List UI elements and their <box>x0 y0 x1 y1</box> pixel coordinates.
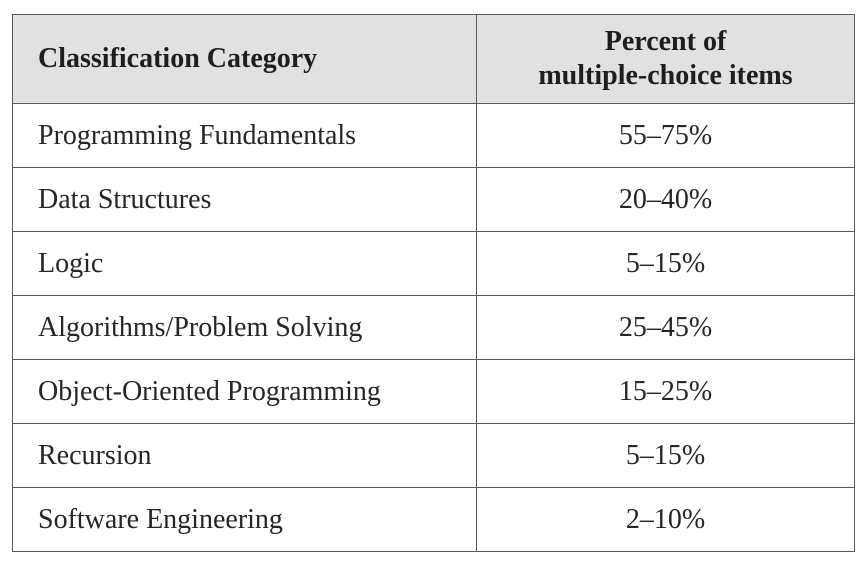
percent-cell: 25–45% <box>476 295 855 360</box>
table-row: Data Structures 20–40% <box>12 167 855 232</box>
table-row: Programming Fundamentals 55–75% <box>12 103 855 168</box>
category-cell: Object-Oriented Programming <box>12 359 477 424</box>
category-cell: Programming Fundamentals <box>12 103 477 168</box>
category-cell: Algorithms/Problem Solving <box>12 295 477 360</box>
header-percent-line2: multiple-choice items <box>538 60 793 91</box>
category-cell: Recursion <box>12 423 477 488</box>
category-cell: Data Structures <box>12 167 477 232</box>
percent-cell: 5–15% <box>476 231 855 296</box>
percent-cell: 5–15% <box>476 423 855 488</box>
header-percent-line1: Percent of <box>604 26 727 57</box>
table-row: Algorithms/Problem Solving 25–45% <box>12 295 855 360</box>
header-percent: Percent of multiple-choice items <box>476 14 855 104</box>
classification-table: Classification Category Percent of multi… <box>12 14 855 552</box>
category-cell: Software Engineering <box>12 487 477 552</box>
percent-cell: 2–10% <box>476 487 855 552</box>
table-header: Classification Category Percent of multi… <box>12 14 855 104</box>
header-category: Classification Category <box>12 14 477 104</box>
percent-cell: 15–25% <box>476 359 855 424</box>
table-row: Recursion 5–15% <box>12 423 855 488</box>
table-row: Logic 5–15% <box>12 231 855 296</box>
category-cell: Logic <box>12 231 477 296</box>
header-row: Classification Category Percent of multi… <box>12 14 855 104</box>
percent-cell: 20–40% <box>476 167 855 232</box>
table-row: Object-Oriented Programming 15–25% <box>12 359 855 424</box>
table-row: Software Engineering 2–10% <box>12 487 855 552</box>
percent-cell: 55–75% <box>476 103 855 168</box>
table-body: Programming Fundamentals 55–75% Data Str… <box>12 103 855 552</box>
